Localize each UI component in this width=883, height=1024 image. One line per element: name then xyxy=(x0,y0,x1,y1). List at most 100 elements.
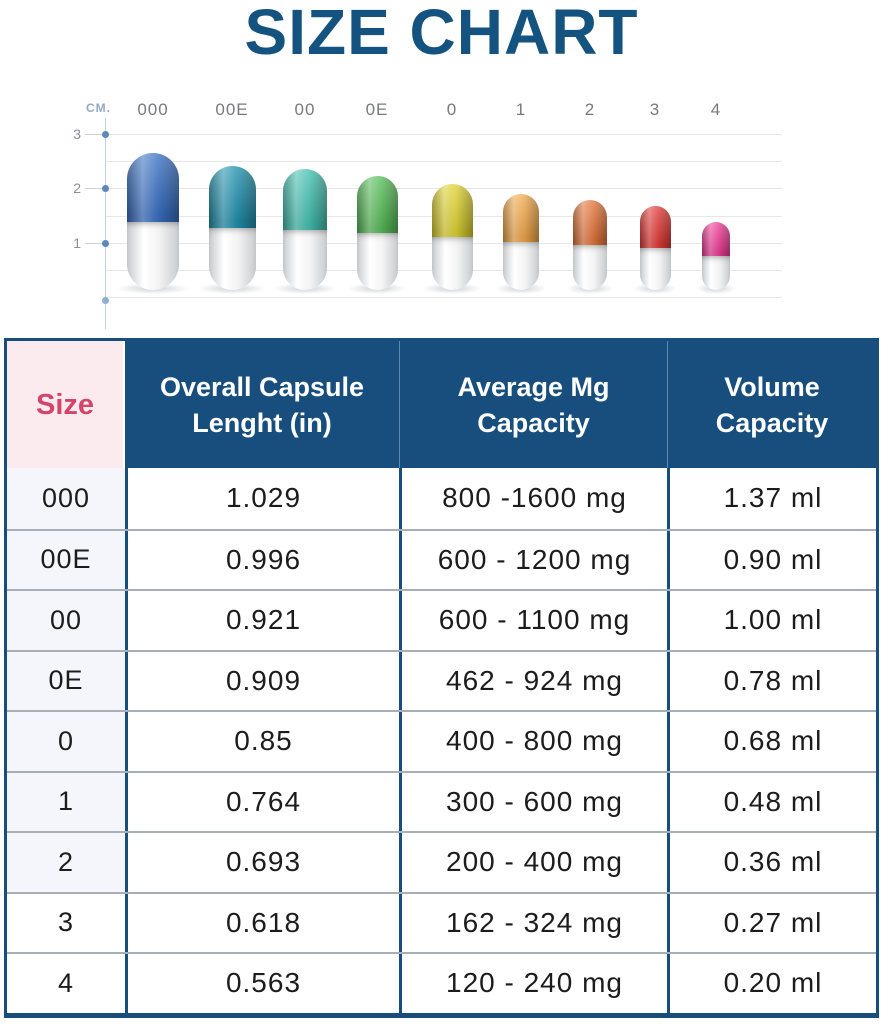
y-tick-label: 2 xyxy=(73,180,81,196)
size-cell: 1 xyxy=(7,772,125,831)
table-row: 4 0.563 120 - 240 mg 0.20 ml xyxy=(7,952,876,1013)
capsule-label: 0 xyxy=(446,100,458,119)
length-cell: 1.029 xyxy=(125,468,399,529)
mg-cell: 462 - 924 mg xyxy=(399,651,667,710)
capsule-body xyxy=(639,248,671,290)
axis-end-dot xyxy=(102,297,109,304)
mg-cell: 600 - 1200 mg xyxy=(399,530,667,589)
y-tick-dash xyxy=(85,243,102,244)
capsule-00E xyxy=(208,166,256,290)
mg-cell: 400 - 800 mg xyxy=(399,712,667,771)
length-cell: 0.921 xyxy=(125,591,399,650)
unit-label: CM. xyxy=(86,101,111,115)
table-row: 000 1.029 800 -1600 mg 1.37 ml xyxy=(7,468,876,529)
capsule-cap xyxy=(283,169,327,230)
volume-cell: 0.48 ml xyxy=(667,772,876,831)
capsule-body xyxy=(356,233,398,290)
volume-cell: 0.27 ml xyxy=(667,893,876,952)
capsule-3 xyxy=(639,206,671,290)
length-cell: 0.618 xyxy=(125,893,399,952)
length-cell: 0.85 xyxy=(125,712,399,771)
table-row: 0 0.85 400 - 800 mg 0.68 ml xyxy=(7,710,876,771)
size-cell: 000 xyxy=(7,468,125,529)
size-cell: 3 xyxy=(7,893,125,952)
length-cell: 0.764 xyxy=(125,772,399,831)
axis-dot xyxy=(102,240,109,247)
capsule-cap xyxy=(127,153,179,222)
size-cell: 0E xyxy=(7,651,125,710)
volume-cell: 0.78 ml xyxy=(667,651,876,710)
capsule-cap xyxy=(573,200,607,245)
capsule-4 xyxy=(702,222,730,290)
length-cell: 0.996 xyxy=(125,530,399,589)
volume-cell: 0.90 ml xyxy=(667,530,876,589)
capsule-cap xyxy=(356,176,398,233)
mg-cell: 800 -1600 mg xyxy=(399,468,667,529)
volume-cell: 1.00 ml xyxy=(667,591,876,650)
capsule-cap xyxy=(702,222,730,256)
capsule-label: 2 xyxy=(584,100,596,119)
size-table: Size Overall Capsule Lenght (in) Average M… xyxy=(4,338,879,1018)
capsule-body xyxy=(702,256,730,290)
table-row: 00E 0.996 600 - 1200 mg 0.90 ml xyxy=(7,528,876,589)
capsule-label: 1 xyxy=(515,100,527,119)
capsule-cap xyxy=(208,166,256,228)
capsule-cap xyxy=(431,184,473,237)
col-header-text: Overall Capsule Lenght (in) xyxy=(159,371,365,438)
capsule-0 xyxy=(431,184,473,290)
capsule-label: 4 xyxy=(710,100,722,119)
gridline xyxy=(105,297,782,298)
y-tick-label: 1 xyxy=(73,235,81,251)
capsule-label: 000 xyxy=(137,100,169,119)
capsule-label: 3 xyxy=(649,100,661,119)
capsule-body xyxy=(127,221,179,290)
capsule-label: 00 xyxy=(294,100,316,119)
capsule-2 xyxy=(573,200,607,290)
mg-cell: 162 - 324 mg xyxy=(399,893,667,952)
table-row: 2 0.693 200 - 400 mg 0.36 ml xyxy=(7,831,876,892)
gridline xyxy=(105,161,782,162)
col-header-mg-capacity: Average Mg Capacity xyxy=(399,341,667,468)
capsule-label: 0E xyxy=(365,100,389,119)
table-row: 0E 0.909 462 - 924 mg 0.78 ml xyxy=(7,649,876,710)
mg-cell: 200 - 400 mg xyxy=(399,833,667,892)
col-header-text: Volume Capacity xyxy=(715,371,829,438)
capsule-00 xyxy=(283,169,327,290)
size-cell: 00 xyxy=(7,591,125,650)
volume-cell: 0.68 ml xyxy=(667,712,876,771)
capsule-cap xyxy=(503,194,539,242)
length-cell: 0.693 xyxy=(125,833,399,892)
gridline xyxy=(105,134,782,135)
table-body: 000 1.029 800 -1600 mg 1.37 ml 00E 0.996 600 -… xyxy=(7,468,876,1013)
size-cell: 4 xyxy=(7,954,125,1013)
table-header-row: Size Overall Capsule Lenght (in) Average M… xyxy=(7,341,876,468)
capsule-0E xyxy=(356,176,398,290)
y-tick-dash xyxy=(85,188,102,189)
mg-cell: 120 - 240 mg xyxy=(399,954,667,1013)
col-header-volume-capacity: Volume Capacity xyxy=(667,341,876,468)
col-header-capsule-length: Overall Capsule Lenght (in) xyxy=(125,341,399,468)
col-header-text: Average Mg Capacity xyxy=(457,371,610,438)
size-cell: 0 xyxy=(7,712,125,771)
size-cell: 2 xyxy=(7,833,125,892)
capsule-1 xyxy=(503,194,539,290)
page-title: SIZE CHART xyxy=(244,0,639,68)
mg-cell: 300 - 600 mg xyxy=(399,772,667,831)
mg-cell: 600 - 1100 mg xyxy=(399,591,667,650)
volume-cell: 0.36 ml xyxy=(667,833,876,892)
capsule-cap xyxy=(639,206,671,248)
axis-dot xyxy=(102,185,109,192)
capsule-body xyxy=(208,228,256,290)
y-tick-dash xyxy=(85,134,102,135)
capsule-body xyxy=(431,237,473,290)
capsule-body xyxy=(283,229,327,290)
y-tick-label: 3 xyxy=(73,126,81,142)
capsule-body xyxy=(573,245,607,290)
capsule-000 xyxy=(127,153,179,290)
size-cell: 00E xyxy=(7,530,125,589)
table-row: 3 0.618 162 - 324 mg 0.27 ml xyxy=(7,891,876,952)
capsule-chart: 3 2 1 CM. 000 00E 00 0E 0 1 2 3 4 xyxy=(0,70,883,330)
capsule-label: 00E xyxy=(215,100,249,119)
length-cell: 0.909 xyxy=(125,651,399,710)
